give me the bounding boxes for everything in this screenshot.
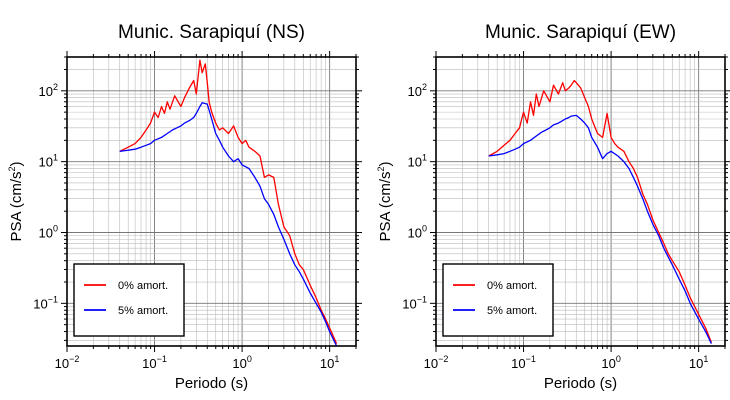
legend: 0% amort. 5% amort. bbox=[442, 263, 554, 337]
series-line-0 bbox=[119, 59, 338, 344]
x-axis-label: Periodo (s) bbox=[175, 375, 248, 392]
y-tick-label: 10−1 bbox=[33, 294, 58, 311]
y-tick-label: 100 bbox=[408, 223, 427, 240]
x-tick-label: 10−1 bbox=[511, 354, 536, 371]
y-tick-label: 102 bbox=[408, 82, 427, 99]
plot-frame bbox=[66, 56, 357, 347]
plot-frame bbox=[435, 56, 726, 347]
y-tick-label: 100 bbox=[39, 223, 58, 240]
legend-entry-1: 5% amort. bbox=[487, 305, 537, 317]
chart-title: Munic. Sarapiquí (EW) bbox=[485, 22, 676, 43]
series-group bbox=[488, 79, 713, 344]
x-axis-label: Periodo (s) bbox=[544, 375, 617, 392]
legend: 0% amort. 5% amort. bbox=[73, 263, 185, 337]
series-line-0 bbox=[488, 79, 713, 343]
chart-panel-1: 10−2 10−1 100 101 10−1 100 101 102 Munic. Sarapi… bbox=[376, 22, 730, 392]
legend-entry-0: 0% amort. bbox=[118, 280, 168, 292]
x-tick-label: 10−1 bbox=[142, 354, 167, 371]
grid bbox=[436, 57, 725, 346]
x-tick-label: 100 bbox=[232, 354, 251, 371]
legend-entry-0: 0% amort. bbox=[487, 280, 537, 292]
x-tick-label: 10−2 bbox=[424, 354, 449, 371]
chart-panel-0: 10−2 10−1 100 101 10−1 100 101 102 Munic. Sarapi… bbox=[7, 22, 362, 392]
y-tick-label: 102 bbox=[39, 82, 58, 99]
series-line-1 bbox=[119, 102, 338, 346]
series-group bbox=[119, 59, 338, 346]
y-tick-label: 10−1 bbox=[402, 294, 427, 311]
y-tick-label: 101 bbox=[408, 153, 427, 170]
legend-entry-1: 5% amort. bbox=[118, 305, 168, 317]
legend-box bbox=[73, 263, 185, 337]
series-line-1 bbox=[488, 114, 712, 344]
x-tick-label: 101 bbox=[689, 354, 708, 371]
y-tick-label: 101 bbox=[39, 153, 58, 170]
chart-title: Munic. Sarapiquí (NS) bbox=[118, 22, 305, 43]
x-tick-label: 101 bbox=[320, 354, 339, 371]
x-tick-label: 10−2 bbox=[55, 354, 80, 371]
y-axis-label: PSA (cm/s2) bbox=[376, 161, 394, 241]
y-axis-label: PSA (cm/s2) bbox=[7, 161, 25, 241]
legend-box bbox=[442, 263, 554, 337]
x-tick-label: 100 bbox=[601, 354, 620, 371]
